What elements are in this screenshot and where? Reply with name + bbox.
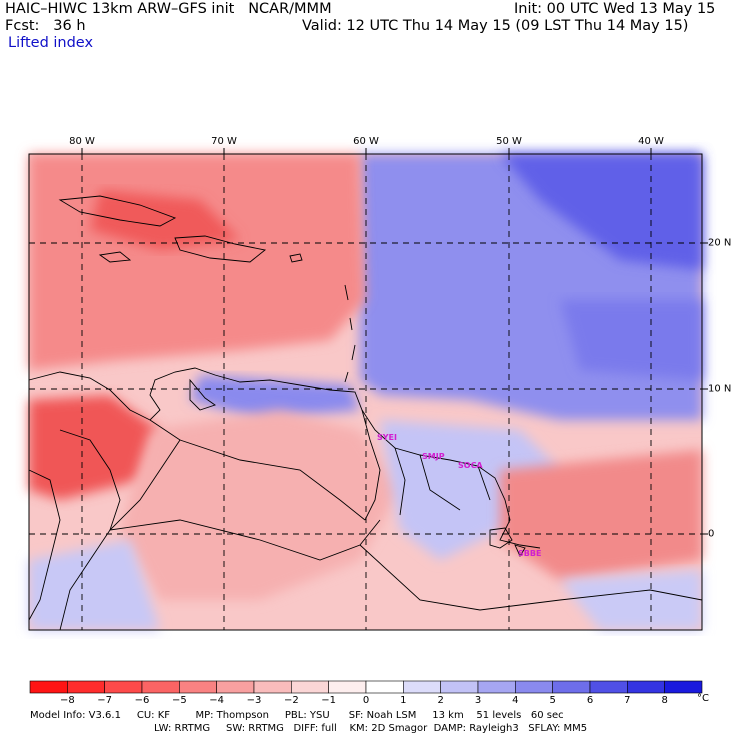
colorbar-swatch <box>216 680 255 694</box>
colorbar-swatch <box>67 680 105 694</box>
colorbar-tick-label: 1 <box>400 695 407 706</box>
colorbar-swatch <box>552 680 591 694</box>
colorbar-tick-label: 3 <box>474 695 482 706</box>
colorbar-swatch <box>328 680 367 694</box>
colorbar-tick-label: 7 <box>624 695 631 706</box>
colorbar-tick-label: −4 <box>209 695 225 706</box>
map-field <box>29 154 702 630</box>
lat-lon-grid <box>29 154 702 630</box>
colorbar-tick-label: 6 <box>586 695 594 706</box>
colorbar-swatch <box>291 680 329 694</box>
colorbar-tick-label: 4 <box>512 695 519 706</box>
colorbar-swatch <box>627 680 665 694</box>
colorbar-swatch <box>179 680 217 694</box>
lat-label-0: 0 <box>708 528 715 540</box>
colorbar-tick-label: −6 <box>134 695 150 706</box>
colorbar-swatch <box>477 680 516 694</box>
colorbar-swatch <box>515 680 553 694</box>
colorbar-tick-label: 5 <box>549 695 556 706</box>
colorbar-swatch <box>104 680 143 694</box>
forecast-hour: Fcst: 36 h <box>5 18 86 34</box>
colorbar-tick-label: 8 <box>661 695 668 706</box>
lon-label-60w: 60 W <box>353 136 379 147</box>
colorbar-swatch <box>141 680 180 694</box>
colorbar-tick-label: −2 <box>283 695 299 706</box>
colorbar-tick-label: 2 <box>437 695 444 706</box>
colorbar-swatch <box>253 680 292 694</box>
colorbar-tick-label: 0 <box>362 695 370 706</box>
colorbar-unit: °C <box>697 693 709 704</box>
colorbar-swatch <box>664 680 703 694</box>
station-soca: SOCA <box>458 461 483 470</box>
colorbar-tick-label: −8 <box>59 695 75 706</box>
lat-label-10n: 10 N <box>708 383 732 395</box>
lon-label-70w: 70 W <box>211 136 237 147</box>
colorbar-tick-label: −7 <box>97 695 113 706</box>
colorbar-swatch <box>440 680 479 694</box>
colorbar-tick-label: −5 <box>171 695 187 706</box>
field-name: Lifted index <box>8 35 94 51</box>
station-syei: SYEI <box>377 433 397 442</box>
colorbar-tick-label: −3 <box>246 695 262 706</box>
model-info-line-1: Model Info: V3.6.1 CU: KF MP: Thompson P… <box>30 710 564 721</box>
colorbar-swatch <box>589 680 628 694</box>
colorbar-swatch <box>365 680 404 694</box>
map-frame <box>28 148 708 631</box>
init-time: Init: 00 UTC Wed 13 May 15 <box>514 1 716 17</box>
colorbar-swatch <box>29 680 68 694</box>
colorbar-tick-label: −1 <box>321 695 337 706</box>
station-sbbe: SBBE <box>518 549 542 558</box>
valid-time: Valid: 12 UTC Thu 14 May 15 (09 LST Thu … <box>302 18 689 34</box>
lon-label-80w: 80 W <box>69 136 95 147</box>
station-smjp: SMJP <box>422 452 445 461</box>
model-info-line-2: LW: RRTMG SW: RRTMG DIFF: full KM: 2D Sm… <box>154 723 588 734</box>
run-title: HAIC–HIWC 13km ARW–GFS init NCAR/MMM <box>5 1 332 17</box>
coastlines <box>28 195 703 631</box>
lon-label-40w: 40 W <box>638 136 664 147</box>
colorbar-swatch <box>403 680 441 694</box>
lon-label-50w: 50 W <box>496 136 522 147</box>
lat-label-20n: 20 N <box>708 237 732 249</box>
